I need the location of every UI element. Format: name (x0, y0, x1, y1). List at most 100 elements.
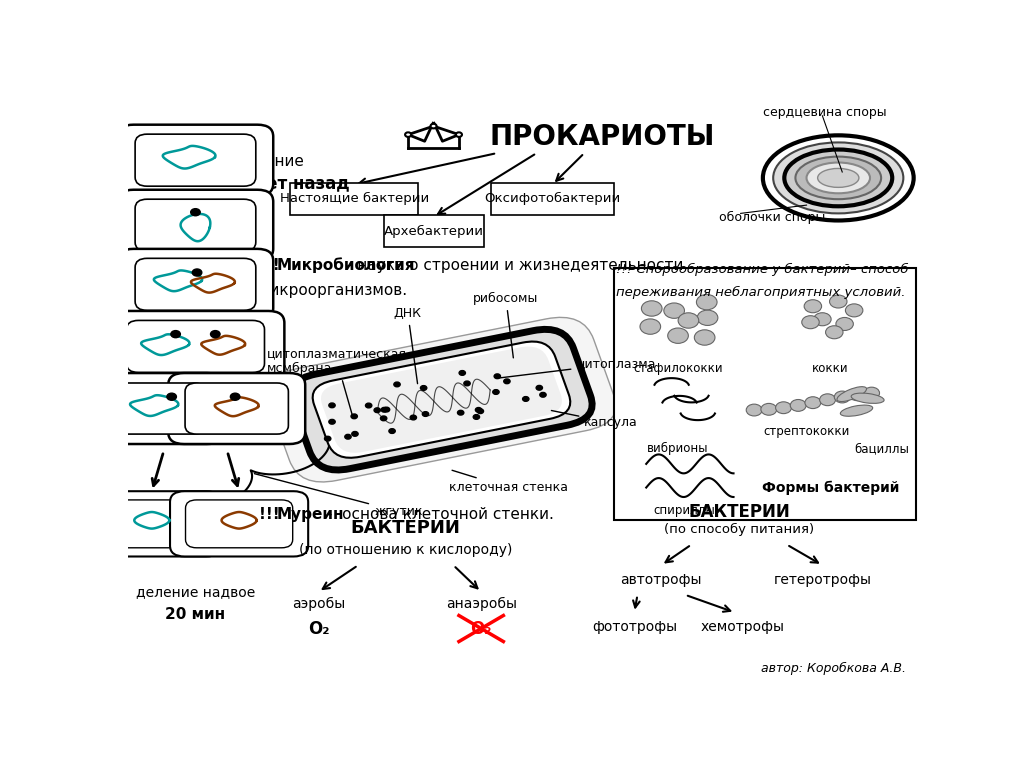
Circle shape (664, 303, 684, 319)
Ellipse shape (807, 163, 870, 194)
Circle shape (459, 371, 466, 376)
Circle shape (475, 408, 481, 412)
Text: деление надвое: деление надвое (136, 585, 255, 599)
Text: !!!: !!! (259, 258, 285, 273)
Text: БАКТЕРИИ: БАКТЕРИИ (688, 503, 790, 521)
Circle shape (504, 379, 510, 384)
Circle shape (835, 391, 850, 403)
FancyBboxPatch shape (135, 134, 256, 186)
Circle shape (804, 300, 821, 313)
Circle shape (522, 396, 529, 402)
Text: Муреин: Муреин (276, 508, 344, 522)
Text: автор: Коробкова А.В.: автор: Коробкова А.В. (761, 662, 905, 675)
FancyBboxPatch shape (170, 492, 308, 557)
Text: автотрофы: автотрофы (621, 573, 702, 587)
Circle shape (464, 381, 470, 386)
Circle shape (836, 317, 853, 330)
Text: клеточная стенка: клеточная стенка (450, 470, 568, 495)
Circle shape (802, 316, 819, 329)
Text: ПРОКАРИОТЫ: ПРОКАРИОТЫ (489, 123, 715, 151)
Circle shape (374, 408, 380, 412)
Text: микроорганизмов.: микроорганизмов. (259, 283, 409, 298)
Text: Настоящие бактерии: Настоящие бактерии (280, 192, 429, 205)
Circle shape (329, 419, 335, 424)
FancyBboxPatch shape (490, 183, 614, 214)
FancyBboxPatch shape (185, 383, 289, 434)
Text: !!!: !!! (259, 508, 285, 522)
Text: хемотрофы: хемотрофы (701, 621, 785, 634)
Circle shape (193, 269, 202, 276)
Circle shape (381, 416, 387, 421)
Ellipse shape (851, 393, 884, 403)
Text: капсула: капсула (551, 411, 638, 429)
Circle shape (849, 389, 865, 401)
Circle shape (325, 436, 331, 441)
Circle shape (430, 124, 436, 128)
FancyBboxPatch shape (290, 183, 418, 214)
Circle shape (746, 404, 762, 416)
Text: анаэробы: анаэробы (445, 597, 517, 611)
Circle shape (495, 374, 501, 379)
Circle shape (814, 313, 831, 326)
Text: аэробы: аэробы (292, 597, 345, 611)
Circle shape (540, 392, 546, 397)
Text: Формы бактерий: Формы бактерий (762, 481, 899, 495)
FancyBboxPatch shape (126, 320, 264, 372)
Circle shape (211, 330, 220, 338)
FancyBboxPatch shape (321, 346, 562, 453)
Circle shape (805, 397, 821, 409)
Text: Архебактерии: Архебактерии (384, 224, 483, 237)
Text: стрептококки: стрептококки (764, 425, 850, 438)
Circle shape (366, 403, 372, 408)
Ellipse shape (796, 157, 881, 199)
Text: О₂: О₂ (308, 620, 329, 637)
Text: жгутик: жгутик (254, 474, 423, 518)
Circle shape (537, 386, 543, 390)
Circle shape (383, 407, 390, 412)
Text: Оксифотобактерии: Оксифотобактерии (484, 192, 621, 205)
Text: цитоплазма: цитоплазма (497, 357, 656, 378)
FancyBboxPatch shape (83, 492, 221, 557)
Circle shape (477, 409, 483, 413)
Circle shape (696, 294, 717, 310)
Circle shape (694, 329, 715, 345)
Text: оболочки споры: оболочки споры (719, 211, 825, 224)
Text: !!! Спорообразование у бактерий– способ: !!! Спорообразование у бактерий– способ (616, 263, 908, 276)
FancyBboxPatch shape (291, 329, 592, 470)
Text: (по способу питания): (по способу питания) (664, 523, 814, 536)
FancyBboxPatch shape (267, 317, 615, 482)
Text: вибрионы: вибрионы (647, 442, 709, 455)
Circle shape (791, 399, 806, 412)
Circle shape (394, 382, 400, 387)
FancyBboxPatch shape (135, 258, 256, 310)
Circle shape (190, 209, 201, 216)
Text: 20 мин: 20 мин (166, 607, 225, 622)
Circle shape (171, 330, 180, 338)
Text: цитоплазматическая
мсмбрана: цитоплазматическая мсмбрана (267, 347, 407, 415)
Ellipse shape (837, 386, 866, 402)
Ellipse shape (841, 405, 872, 416)
Circle shape (775, 402, 792, 414)
Circle shape (473, 415, 479, 419)
FancyBboxPatch shape (86, 373, 222, 444)
Text: рибосомы: рибосомы (473, 292, 539, 358)
Text: стафилококки: стафилококки (633, 362, 723, 376)
FancyBboxPatch shape (384, 215, 483, 247)
Text: ДНК: ДНК (394, 307, 422, 384)
Circle shape (641, 301, 663, 316)
Circle shape (678, 313, 698, 328)
Circle shape (493, 389, 499, 394)
Circle shape (167, 393, 176, 400)
Text: кокки: кокки (812, 362, 849, 376)
Text: фототрофы: фототрофы (592, 621, 677, 634)
Text: бациллы: бациллы (854, 442, 909, 455)
Circle shape (406, 132, 412, 137)
FancyBboxPatch shape (118, 124, 273, 196)
Ellipse shape (817, 168, 859, 187)
Circle shape (411, 415, 417, 420)
Circle shape (458, 410, 464, 415)
Ellipse shape (773, 142, 903, 214)
FancyBboxPatch shape (613, 268, 916, 520)
FancyBboxPatch shape (106, 311, 285, 382)
Text: БАКТЕРИИ: БАКТЕРИИ (351, 519, 461, 537)
